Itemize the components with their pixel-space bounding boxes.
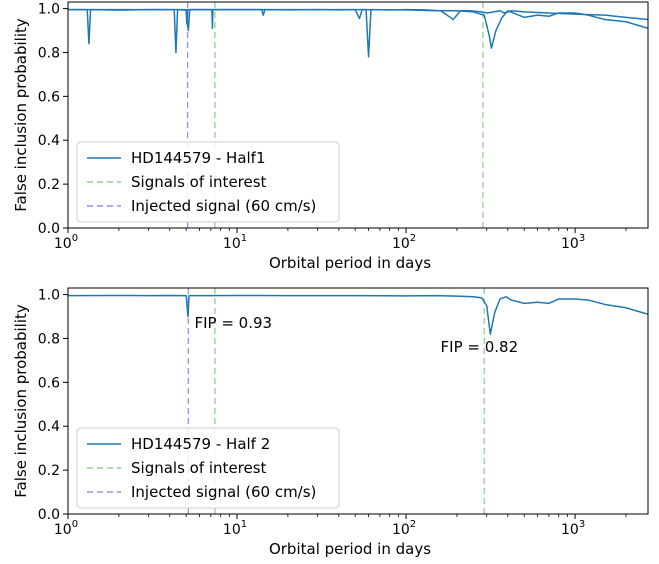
- y-tick-label: 1.0: [38, 2, 60, 18]
- series-line-2: [68, 8, 648, 49]
- x-tick-base: 10: [392, 522, 410, 538]
- x-tick-base: 10: [392, 236, 410, 252]
- y-tick-label: 0.6: [38, 375, 60, 391]
- legend: HD144579 - Half1 Signals of interest Injec…: [76, 141, 340, 223]
- legend-box: [76, 141, 340, 223]
- x-tick-base: 10: [223, 522, 241, 538]
- x-tick-exponent: 1: [241, 233, 247, 244]
- x-tick-label: 103: [561, 233, 585, 252]
- x-tick-label: 101: [223, 233, 247, 252]
- x-tick-base: 10: [561, 522, 579, 538]
- x-tick-base: 10: [54, 522, 72, 538]
- y-tick-label: 0.0: [38, 507, 60, 523]
- series-line-1: [68, 294, 648, 335]
- axes-frame: [67, 287, 649, 515]
- x-tick-base: 10: [223, 236, 241, 252]
- legend-label: Injected signal (60 cm/s): [131, 483, 316, 501]
- y-tick-label: 0.8: [38, 331, 60, 347]
- legend: HD144579 - Half 2 Signals of interest Inje…: [76, 427, 340, 509]
- x-axis-label: Orbital period in days: [269, 254, 431, 272]
- y-tick-label: 0.2: [38, 463, 60, 479]
- x-tick-label: 101: [223, 519, 247, 538]
- plot-area: [68, 288, 648, 514]
- legend-label: HD144579 - Half 2: [131, 435, 270, 453]
- x-tick-exponent: 3: [579, 233, 585, 244]
- legend-label: Signals of interest: [131, 173, 267, 191]
- y-tick-label: 0.4: [38, 133, 60, 149]
- legend-label: Signals of interest: [131, 459, 267, 477]
- x-tick-exponent: 3: [579, 519, 585, 530]
- x-tick-exponent: 0: [72, 519, 78, 530]
- x-tick-label: 100: [54, 233, 78, 252]
- fip-annotation: FIP = 0.82: [441, 338, 519, 356]
- y-tick-label: 0.6: [38, 89, 60, 105]
- y-tick-label: 0.2: [38, 177, 60, 193]
- legend-label: Injected signal (60 cm/s): [131, 197, 316, 215]
- axes-frame: [67, 1, 649, 229]
- x-tick-exponent: 2: [410, 519, 416, 530]
- plot-area: [68, 2, 648, 228]
- legend-label: HD144579 - Half1: [131, 149, 266, 167]
- y-axis-label: False inclusion probability: [12, 18, 30, 212]
- y-axis-label: False inclusion probability: [12, 304, 30, 498]
- fip-annotation: FIP = 0.93: [194, 314, 272, 332]
- y-tick-label: 1.0: [38, 288, 60, 304]
- x-tick-label: 102: [392, 519, 416, 538]
- x-axis-label: Orbital period in days: [269, 540, 431, 558]
- x-tick-base: 10: [54, 236, 72, 252]
- y-tick-label: 0.4: [38, 419, 60, 435]
- x-tick-label: 100: [54, 519, 78, 538]
- legend-box: [76, 427, 340, 509]
- x-tick-exponent: 1: [241, 519, 247, 530]
- x-tick-exponent: 0: [72, 233, 78, 244]
- series-line-1: [68, 8, 648, 58]
- y-tick-label: 0.0: [38, 221, 60, 237]
- x-tick-base: 10: [561, 236, 579, 252]
- x-tick-exponent: 2: [410, 233, 416, 244]
- x-tick-label: 103: [561, 519, 585, 538]
- y-tick-label: 0.8: [38, 45, 60, 61]
- x-tick-label: 102: [392, 233, 416, 252]
